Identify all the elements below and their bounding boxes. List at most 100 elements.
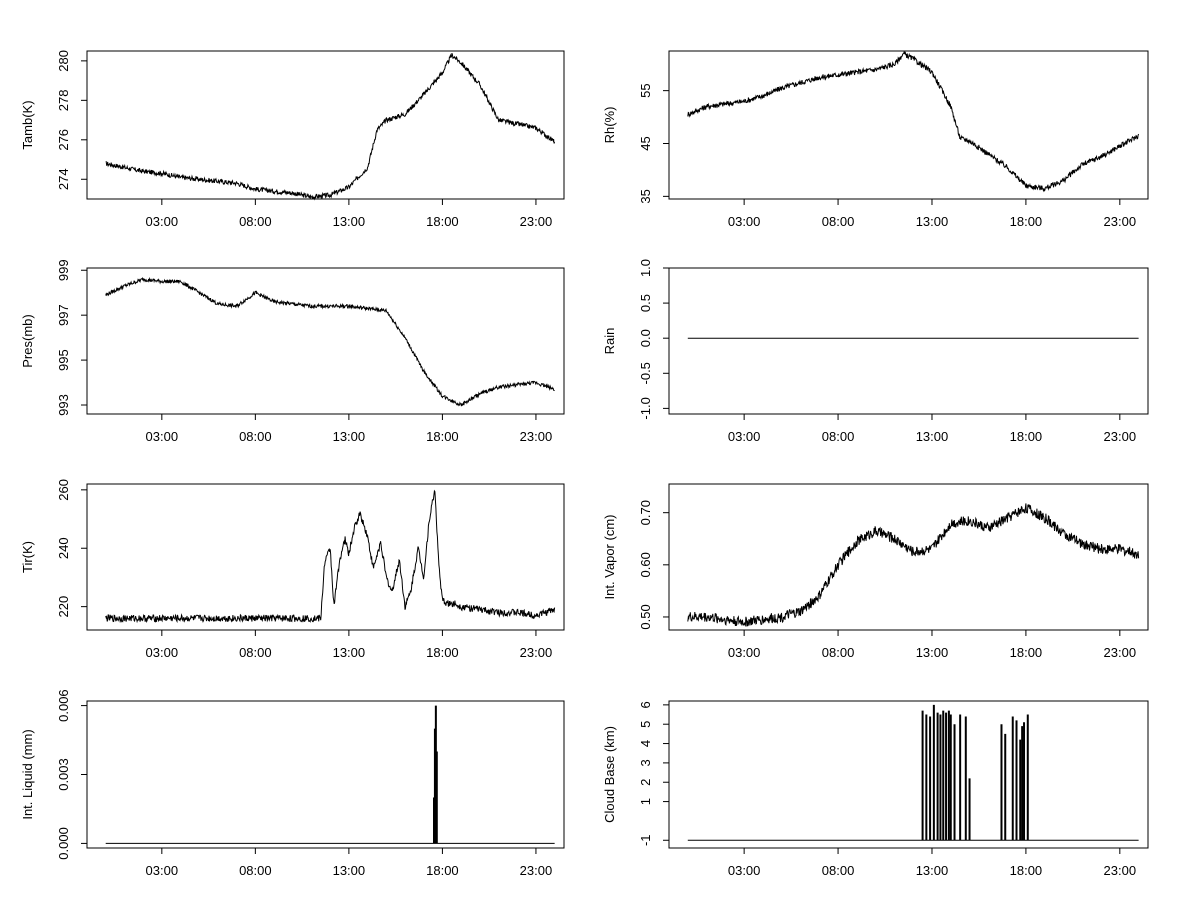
x-tick-label: 03:00 bbox=[728, 214, 761, 229]
y-tick-label: 2 bbox=[638, 779, 653, 786]
series-line bbox=[105, 53, 556, 201]
x-tick-label: 23:00 bbox=[520, 645, 553, 660]
y-tick-label: 280 bbox=[56, 50, 71, 72]
x-tick-label: 13:00 bbox=[916, 863, 949, 878]
x-tick-label: 23:00 bbox=[520, 429, 553, 444]
series-line bbox=[687, 51, 1140, 193]
y-tick-label: 278 bbox=[56, 89, 71, 111]
y-tick-label: -0.5 bbox=[638, 362, 653, 384]
x-tick-label: 13:00 bbox=[333, 429, 366, 444]
series-line bbox=[687, 503, 1140, 628]
panel-6: 03:00 08:00 13:00 18:00 23:00 0.50 0.60 0.70 Int… bbox=[602, 483, 1149, 660]
y-axis-label: Int. Liquid (mm) bbox=[20, 729, 35, 819]
x-tick-label: 13:00 bbox=[333, 645, 366, 660]
y-tick-label: 993 bbox=[56, 394, 71, 416]
x-tick-label: 13:00 bbox=[333, 214, 366, 229]
panel-4: 03:00 08:00 13:00 18:00 23:00 -1.0 -0.5 0.0 0.5 1… bbox=[602, 259, 1149, 444]
x-tick-label: 23:00 bbox=[1104, 429, 1137, 444]
x-tick-label: 08:00 bbox=[822, 863, 855, 878]
y-tick-label: 0.50 bbox=[638, 604, 653, 629]
x-tick-label: 08:00 bbox=[239, 429, 272, 444]
y-tick-label: 220 bbox=[56, 596, 71, 618]
x-tick-label: 23:00 bbox=[1104, 214, 1137, 229]
x-tick-label: 03:00 bbox=[728, 863, 761, 878]
panel-3: 03:00 08:00 13:00 18:00 23:00 993 995 997 999 Pre… bbox=[20, 259, 565, 444]
y-axis-label: Tir(K) bbox=[20, 541, 35, 573]
x-tick-label: 18:00 bbox=[426, 214, 459, 229]
series-line bbox=[105, 276, 555, 407]
x-tick-label: 13:00 bbox=[333, 863, 366, 878]
x-tick-label: 03:00 bbox=[146, 429, 179, 444]
y-tick-label: -1 bbox=[638, 834, 653, 846]
x-tick-label: 03:00 bbox=[728, 645, 761, 660]
x-tick-label: 18:00 bbox=[426, 429, 459, 444]
x-tick-label: 23:00 bbox=[1104, 863, 1137, 878]
x-tick-label: 23:00 bbox=[520, 214, 553, 229]
x-tick-label: 18:00 bbox=[426, 863, 459, 878]
x-tick-label: 03:00 bbox=[146, 214, 179, 229]
x-tick-label: 13:00 bbox=[916, 214, 949, 229]
x-tick-label: 18:00 bbox=[1010, 429, 1043, 444]
y-tick-label: 4 bbox=[638, 740, 653, 747]
y-axis-label: Tamb(K) bbox=[20, 100, 35, 149]
x-tick-label: 08:00 bbox=[239, 214, 272, 229]
y-tick-label: 240 bbox=[56, 537, 71, 559]
x-tick-label: 08:00 bbox=[822, 429, 855, 444]
plot-frame bbox=[86, 483, 565, 631]
y-axis-label: Pres(mb) bbox=[20, 314, 35, 367]
series-line bbox=[105, 489, 556, 624]
y-tick-label: 997 bbox=[56, 304, 71, 326]
y-tick-label: 1 bbox=[638, 798, 653, 805]
plot-frame bbox=[86, 267, 565, 415]
panel-7: 03:00 08:00 13:00 18:00 23:00 0.000 0.003 0.006… bbox=[20, 689, 565, 878]
y-tick-label: 6 bbox=[638, 701, 653, 708]
y-tick-label: 45 bbox=[638, 136, 653, 150]
y-tick-label: 276 bbox=[56, 129, 71, 151]
y-tick-label: 260 bbox=[56, 479, 71, 501]
panel-2: 03:00 08:00 13:00 18:00 23:00 35 45 55 Rh(%) bbox=[602, 50, 1149, 229]
plot-frame bbox=[668, 50, 1149, 200]
y-tick-label: 0.003 bbox=[56, 758, 71, 791]
y-tick-label: 5 bbox=[638, 721, 653, 728]
y-tick-label: 55 bbox=[638, 83, 653, 97]
x-tick-label: 18:00 bbox=[1010, 645, 1043, 660]
y-tick-label: 35 bbox=[638, 189, 653, 203]
y-tick-label: 1.0 bbox=[638, 259, 653, 277]
x-tick-label: 13:00 bbox=[916, 645, 949, 660]
y-tick-label: 995 bbox=[56, 349, 71, 371]
plot-frame bbox=[86, 700, 565, 849]
y-tick-label: 0.0 bbox=[638, 329, 653, 347]
x-tick-label: 03:00 bbox=[146, 645, 179, 660]
x-tick-label: 23:00 bbox=[520, 863, 553, 878]
y-tick-label: 0.006 bbox=[56, 689, 71, 722]
y-tick-label: 999 bbox=[56, 259, 71, 281]
x-tick-label: 03:00 bbox=[146, 863, 179, 878]
y-axis-label: Rain bbox=[602, 328, 617, 355]
y-axis-label: Rh(%) bbox=[602, 107, 617, 144]
x-tick-label: 13:00 bbox=[916, 429, 949, 444]
plot-frame bbox=[668, 267, 1149, 415]
y-axis-label: Cloud Base (km) bbox=[602, 726, 617, 823]
x-tick-label: 08:00 bbox=[239, 863, 272, 878]
y-tick-label: -1.0 bbox=[638, 397, 653, 419]
y-tick-label: 0.5 bbox=[638, 294, 653, 312]
x-tick-label: 23:00 bbox=[1104, 645, 1137, 660]
y-tick-label: 0.70 bbox=[638, 500, 653, 525]
x-tick-label: 18:00 bbox=[1010, 863, 1043, 878]
y-tick-label: 0.60 bbox=[638, 552, 653, 577]
panel-5: 03:00 08:00 13:00 18:00 23:00 220 240 260 Tir(K) bbox=[20, 479, 565, 660]
x-tick-label: 08:00 bbox=[239, 645, 272, 660]
plot-frame bbox=[86, 50, 565, 200]
x-tick-label: 08:00 bbox=[822, 214, 855, 229]
y-tick-label: 0.000 bbox=[56, 827, 71, 860]
x-tick-label: 03:00 bbox=[728, 429, 761, 444]
x-tick-label: 18:00 bbox=[1010, 214, 1043, 229]
panel-1: 03:00 08:00 13:00 18:00 23:00 274 276 278 280 Tam… bbox=[20, 50, 565, 229]
panel-8: 03:00 08:00 13:00 18:00 23:00 -1 1 2 3 4 5 6 Cloud B… bbox=[602, 700, 1149, 878]
plot-frame bbox=[668, 700, 1149, 849]
y-axis-label: Int. Vapor (cm) bbox=[602, 514, 617, 599]
x-tick-label: 18:00 bbox=[426, 645, 459, 660]
x-tick-label: 08:00 bbox=[822, 645, 855, 660]
plot-frame bbox=[668, 483, 1149, 631]
